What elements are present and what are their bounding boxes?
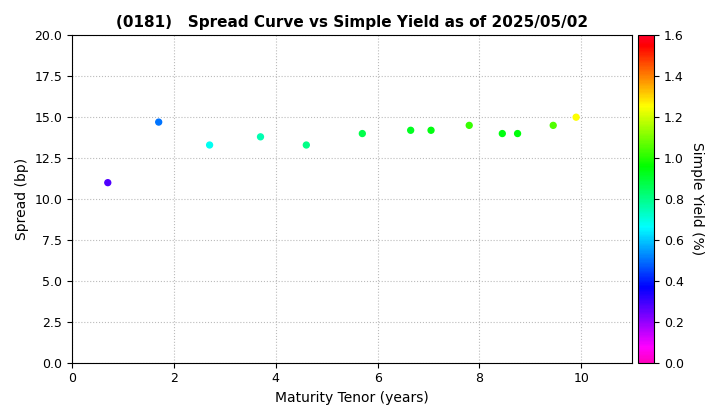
Point [464,122,475,129]
Point [512,130,523,137]
Title: (0181)   Spread Curve vs Simple Yield as of 2025/05/02: (0181) Spread Curve vs Simple Yield as o… [116,15,588,30]
X-axis label: Maturity Tenor (years): Maturity Tenor (years) [275,391,429,405]
Point [300,142,312,148]
Point [356,130,368,137]
Point [153,119,164,126]
Point [570,114,582,121]
Point [102,179,114,186]
Point [426,127,437,134]
Y-axis label: Simple Yield (%): Simple Yield (%) [690,142,703,256]
Point [547,122,559,129]
Point [204,142,215,148]
Point [405,127,416,134]
Point [255,134,266,140]
Point [497,130,508,137]
Y-axis label: Spread (bp): Spread (bp) [15,158,29,240]
